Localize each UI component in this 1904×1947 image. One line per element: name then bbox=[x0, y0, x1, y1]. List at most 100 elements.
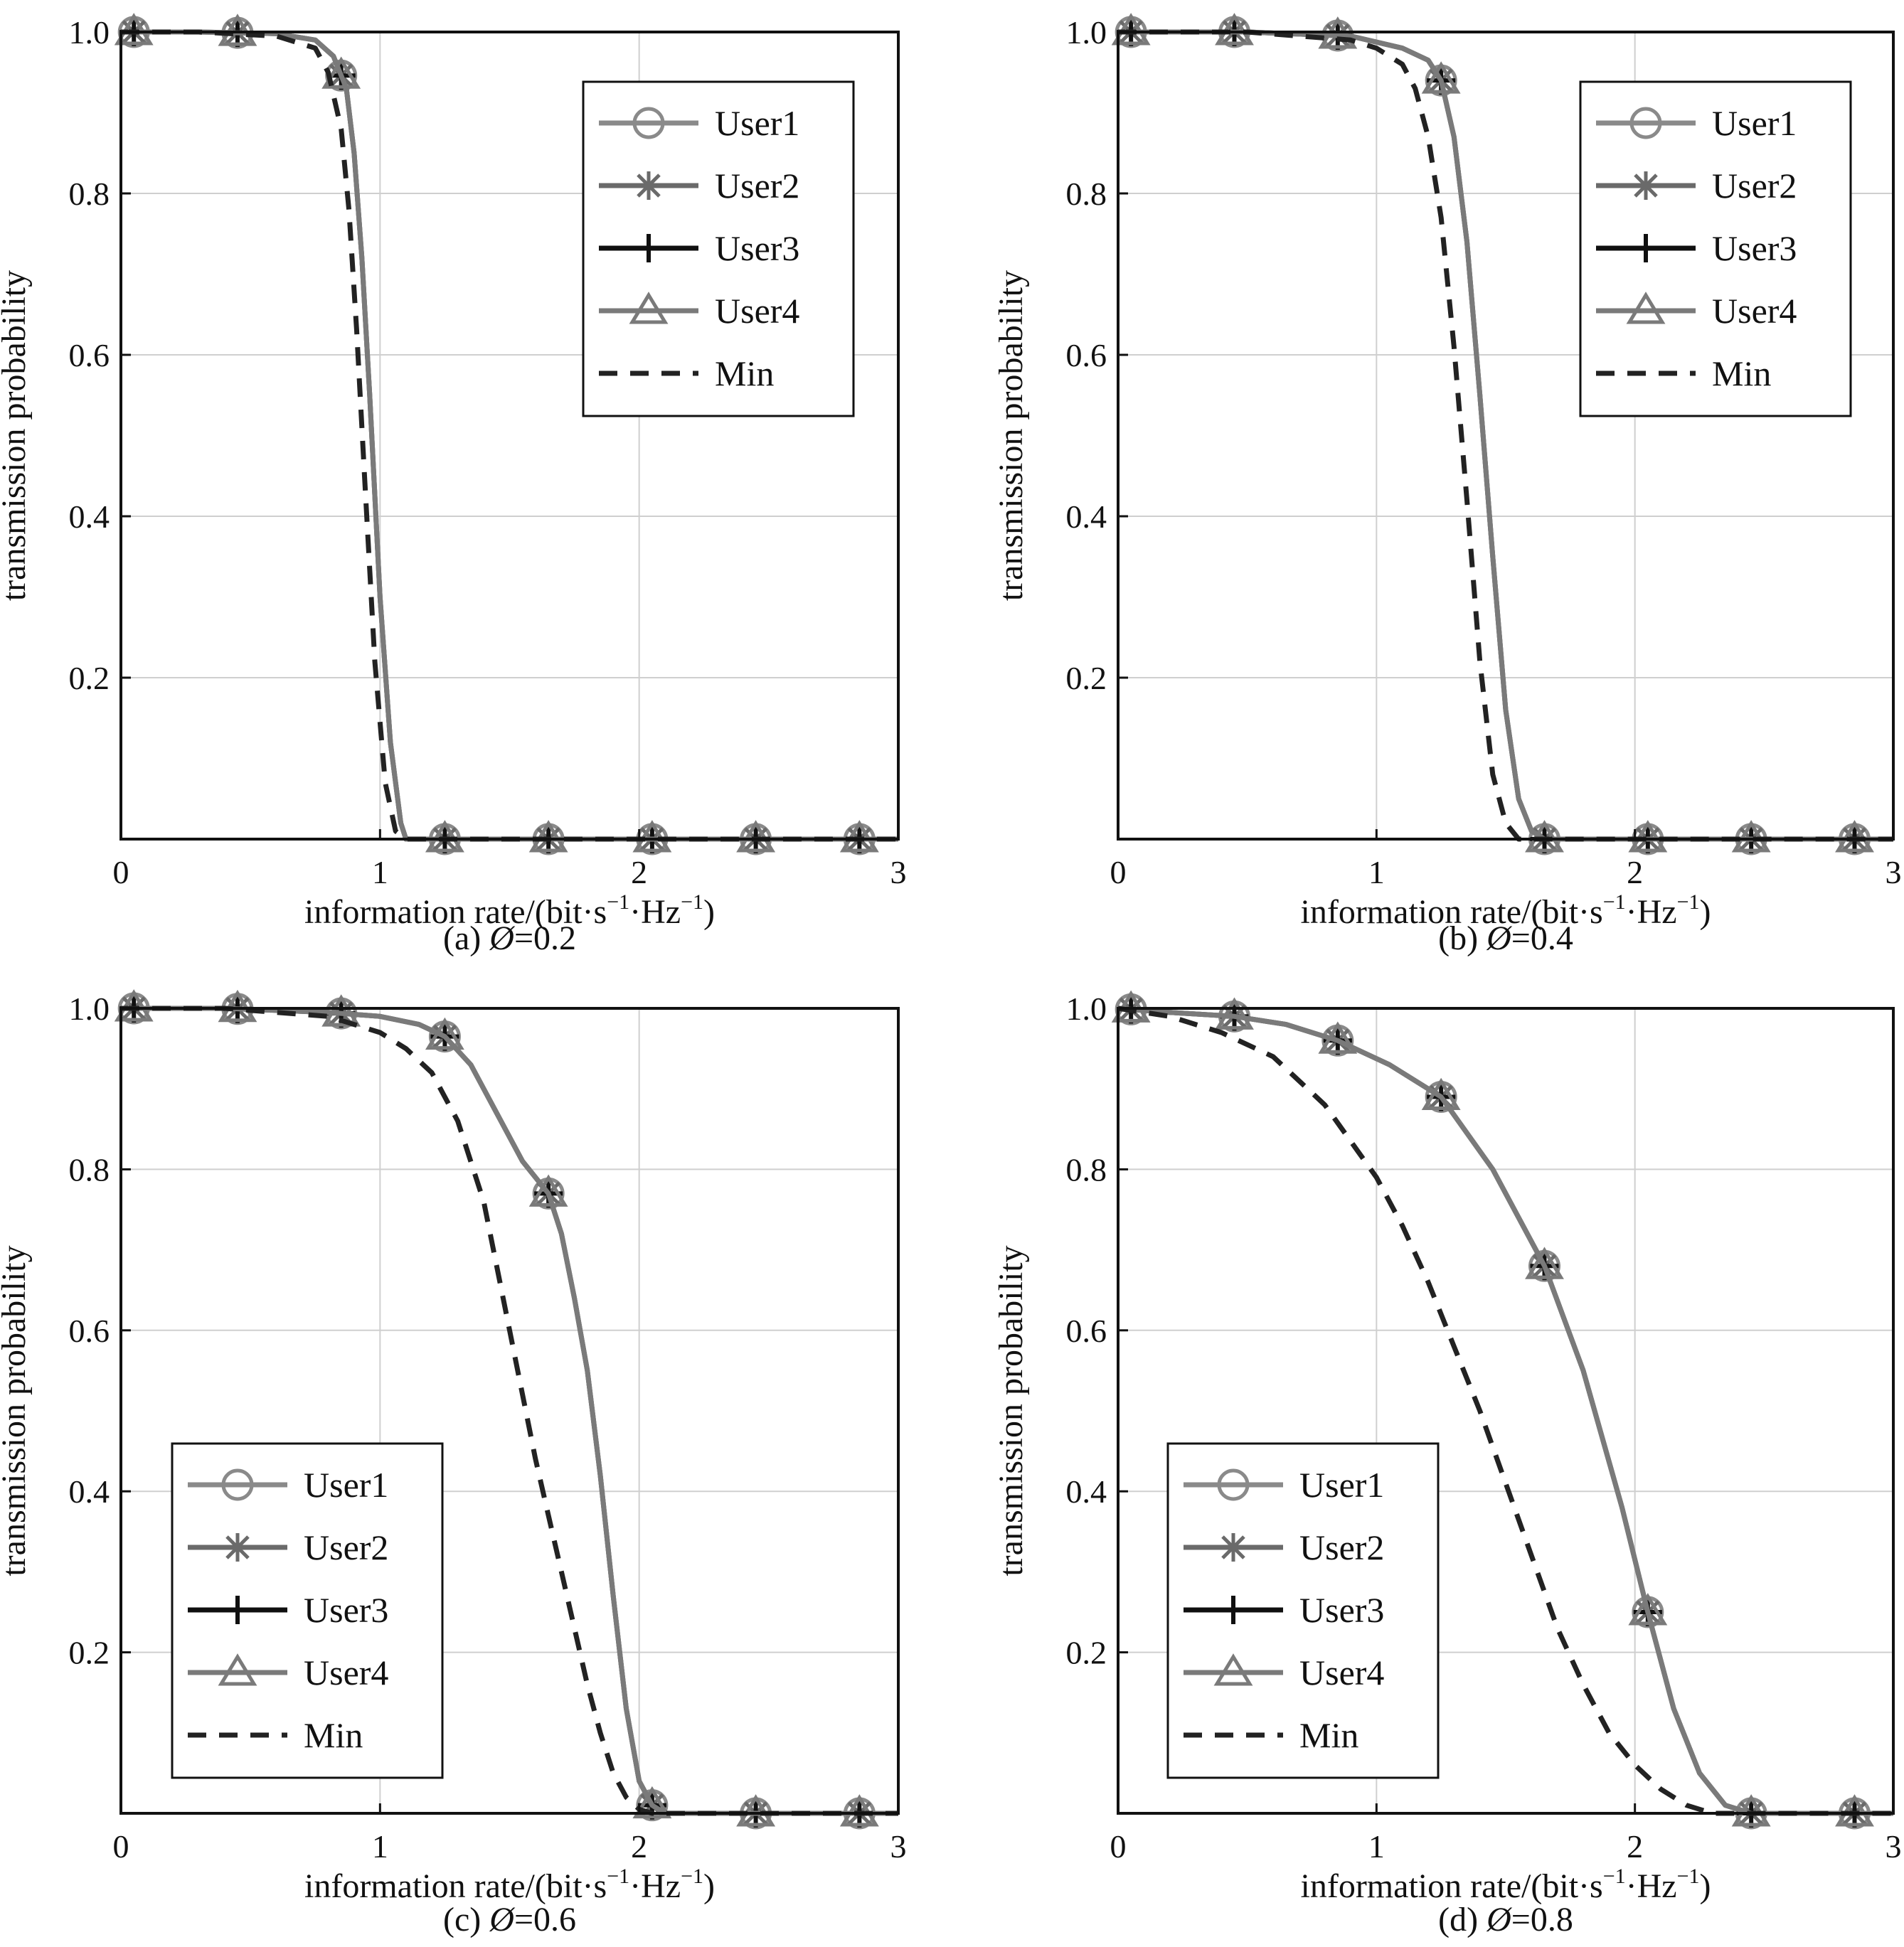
legend-marker-user3 bbox=[634, 234, 663, 262]
legend-label: User3 bbox=[715, 228, 799, 268]
subplot-caption: (d) Ø=0.8 bbox=[1438, 1901, 1573, 1938]
legend: User1 User2 User3 User4 Min bbox=[1166, 1442, 1440, 1779]
legend-entry-user3: User3 bbox=[599, 228, 799, 268]
y-tick-label: 1.0 bbox=[69, 14, 110, 50]
legend-entry-user1: User1 bbox=[1596, 103, 1797, 143]
series-min bbox=[121, 1005, 898, 1816]
legend-entry-user2: User2 bbox=[188, 1527, 388, 1567]
subplot-a: 0 1 2 3 0.2 0.4 0.6 0.8 1.0 information rate/(bit… bbox=[0, 13, 907, 957]
legend: User1 User2 User3 User4 Min bbox=[171, 1442, 444, 1779]
subplot-caption: (a) Ø=0.2 bbox=[443, 919, 576, 957]
x-axis-label-superscript: −1 bbox=[1677, 890, 1700, 914]
legend: User1 User2 User3 User4 Min bbox=[1579, 80, 1852, 417]
y-tick-label: 0.2 bbox=[69, 660, 110, 696]
series-min bbox=[1118, 29, 1893, 842]
legend-entry-user4: User4 bbox=[1184, 1653, 1384, 1692]
legend-marker-user1 bbox=[632, 107, 665, 139]
y-tick-label: 0.2 bbox=[69, 1635, 110, 1671]
y-tick-label: 0.6 bbox=[69, 1313, 110, 1349]
x-axis-label-part: ·Hz bbox=[1626, 1867, 1677, 1905]
caption-symbol: Ø bbox=[489, 1901, 516, 1938]
x-tick-label: 2 bbox=[631, 1828, 647, 1865]
x-axis-label-superscript: −1 bbox=[607, 890, 629, 914]
y-tick-label: 0.4 bbox=[69, 498, 110, 535]
legend: User1 User2 User3 User4 Min bbox=[582, 80, 855, 417]
legend-label: User4 bbox=[304, 1653, 388, 1692]
subplot-caption: (c) Ø=0.6 bbox=[443, 1901, 576, 1938]
legend-entry-user4: User4 bbox=[188, 1653, 388, 1692]
y-tick-label: 0.6 bbox=[69, 337, 110, 373]
legend-label: User3 bbox=[1299, 1590, 1384, 1630]
x-axis-label-part: information rate/(bit·s bbox=[1301, 893, 1603, 931]
legend-marker-user4 bbox=[1626, 292, 1666, 324]
series-marker-user4 bbox=[1421, 61, 1461, 94]
x-axis-label-part: information rate/(bit·s bbox=[304, 1867, 607, 1905]
x-tick-label: 0 bbox=[1110, 854, 1127, 890]
x-tick-label: 3 bbox=[890, 854, 907, 890]
series-line-min bbox=[121, 29, 898, 842]
x-axis-label-part: ·Hz bbox=[629, 1867, 681, 1905]
y-tick-label: 0.8 bbox=[1066, 1151, 1107, 1188]
legend-label: User2 bbox=[304, 1527, 388, 1567]
x-axis-label: information rate/(bit·s−1·Hz−1) bbox=[1301, 1865, 1711, 1905]
plot-frame bbox=[1117, 1007, 1895, 1815]
subplot-d: 0 1 2 3 0.2 0.4 0.6 0.8 1.0 information rate/(bit… bbox=[992, 990, 1902, 1938]
legend-marker-user2 bbox=[223, 1533, 252, 1562]
x-tick-label: 3 bbox=[1886, 854, 1902, 890]
subplot-caption: (b) Ø=0.4 bbox=[1438, 919, 1573, 957]
legend-label: User1 bbox=[1299, 1465, 1384, 1505]
caption-symbol: Ø bbox=[489, 919, 516, 957]
caption-suffix: =0.6 bbox=[514, 1901, 576, 1938]
x-tick-label: 2 bbox=[1627, 1828, 1643, 1865]
x-axis-label-superscript: −1 bbox=[1603, 890, 1626, 914]
caption-symbol: Ø bbox=[1486, 919, 1513, 957]
y-axis-label: transmission probability bbox=[992, 1245, 1030, 1576]
legend-marker-user2 bbox=[1219, 1533, 1248, 1562]
y-tick-label: 0.8 bbox=[69, 1151, 110, 1188]
y-tick-label: 0.6 bbox=[1066, 337, 1107, 373]
x-axis-label: information rate/(bit·s−1·Hz−1) bbox=[304, 890, 715, 931]
caption-prefix: (b) bbox=[1438, 919, 1486, 957]
legend-label: User3 bbox=[1712, 228, 1797, 268]
y-axis-label: transmission probability bbox=[0, 1245, 33, 1576]
caption-suffix: =0.2 bbox=[514, 919, 576, 957]
series-user4 bbox=[1111, 990, 1893, 1827]
legend-entry-user3: User3 bbox=[188, 1590, 388, 1630]
legend-entry-user2: User2 bbox=[1184, 1527, 1384, 1567]
legend-entry-min: Min bbox=[1184, 1715, 1358, 1755]
caption-suffix: =0.8 bbox=[1511, 1901, 1573, 1938]
x-axis-label-part: ) bbox=[703, 893, 715, 931]
legend-entry-user1: User1 bbox=[1184, 1465, 1384, 1505]
legend-label: User4 bbox=[1299, 1653, 1384, 1692]
x-tick-label: 1 bbox=[1368, 854, 1385, 890]
legend-label: Min bbox=[715, 353, 774, 393]
y-tick-label: 1.0 bbox=[1066, 14, 1107, 50]
x-axis-label: information rate/(bit·s−1·Hz−1) bbox=[1301, 890, 1711, 931]
legend-entry-user1: User1 bbox=[599, 103, 799, 143]
legend-marker-user2 bbox=[1632, 171, 1660, 200]
legend-entry-min: Min bbox=[188, 1715, 363, 1755]
legend-marker-user1 bbox=[1629, 107, 1662, 139]
caption-suffix: =0.4 bbox=[1511, 919, 1573, 957]
series-marker-user4 bbox=[1628, 1593, 1668, 1626]
caption-prefix: (c) bbox=[443, 1901, 489, 1938]
subplot-c: 0 1 2 3 0.2 0.4 0.6 0.8 1.0 information rate/(bit… bbox=[0, 989, 907, 1938]
series-marker-user4 bbox=[1421, 1077, 1461, 1111]
x-axis-label-part: information rate/(bit·s bbox=[304, 893, 607, 931]
y-tick-label: 0.4 bbox=[1066, 498, 1107, 535]
caption-prefix: (a) bbox=[443, 919, 489, 957]
legend-entry-user2: User2 bbox=[1596, 166, 1797, 206]
legend-label: User4 bbox=[715, 291, 799, 331]
x-axis-label-part: information rate/(bit·s bbox=[1301, 1867, 1603, 1905]
x-tick-label: 2 bbox=[1627, 854, 1643, 890]
series-min bbox=[121, 29, 898, 842]
legend-entry-min: Min bbox=[599, 353, 774, 393]
x-axis-label-part: ) bbox=[703, 1867, 715, 1905]
y-axis-label: transmission probability bbox=[0, 270, 33, 601]
plot-frame bbox=[1117, 31, 1895, 841]
x-tick-label: 0 bbox=[113, 854, 129, 890]
plot-frame bbox=[119, 1007, 900, 1815]
x-axis-label-part: ) bbox=[1700, 893, 1711, 931]
plot-frame bbox=[119, 31, 900, 841]
series-marker-user4 bbox=[1525, 1247, 1564, 1279]
